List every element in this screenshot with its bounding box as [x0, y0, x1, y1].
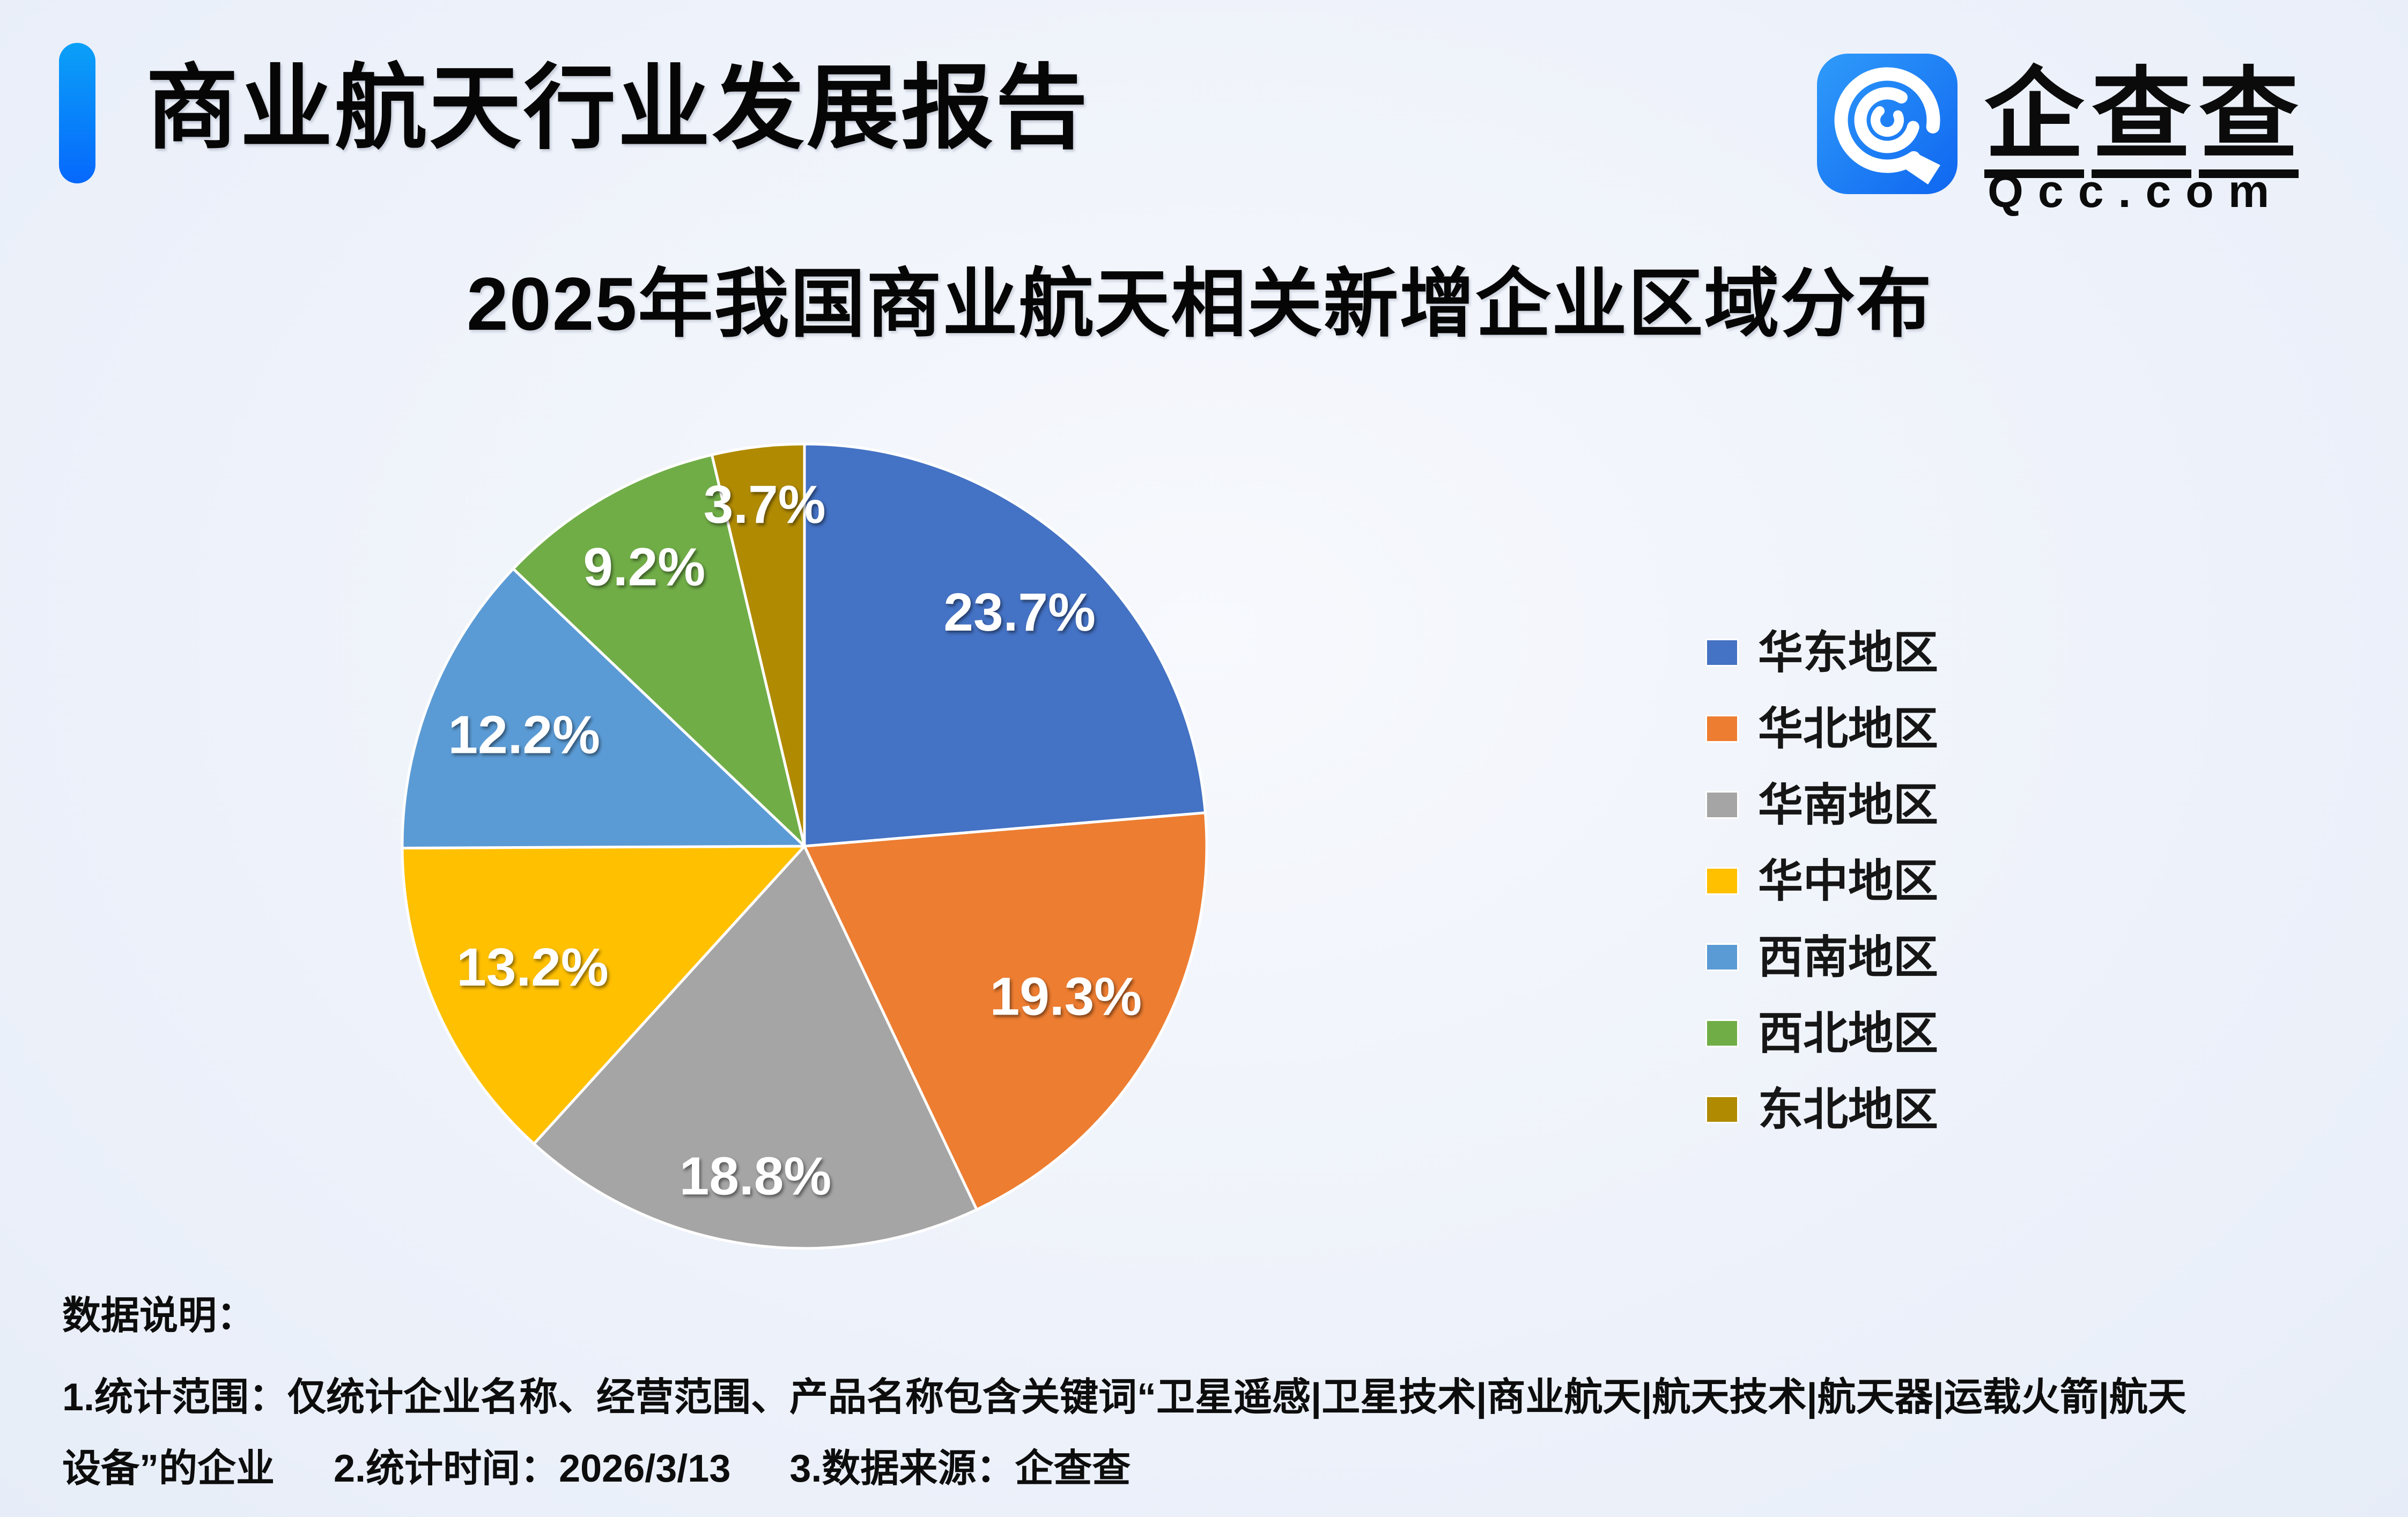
legend-swatch-4 [1705, 943, 1739, 971]
legend-swatch-1 [1705, 715, 1739, 743]
pie-slice-0 [803, 442, 1207, 848]
pie-slice-4 [401, 567, 806, 850]
note-item-2: 3.数据来源：企查查 [789, 1447, 1131, 1491]
legend-item-3: 华中地区 [1705, 843, 1938, 919]
pie-slice-3 [401, 845, 806, 1145]
legend-item-0: 华东地区 [1705, 615, 1938, 691]
qcc-logo-name: 企查查 [1984, 65, 2306, 178]
pie-slice-6 [710, 442, 806, 848]
legend-swatch-3 [1705, 867, 1739, 895]
title-accent-bar [59, 43, 95, 183]
page-title: 商业航天行业发展报告 [146, 57, 1090, 160]
legend-label-5: 西北地区 [1758, 1008, 1939, 1059]
pie-data-label-2: 18.8% [679, 1146, 832, 1207]
legend-item-1: 华北地区 [1705, 691, 1938, 767]
pie-slice-5 [512, 453, 806, 848]
legend-swatch-6 [1705, 1096, 1739, 1123]
pie-data-label-0: 23.7% [943, 582, 1096, 642]
note-item-1: 2.统计时间：2026/3/13 [334, 1447, 731, 1491]
legend-item-4: 西南地区 [1705, 919, 1938, 995]
pie-chart: 23.7% 19.3% 18.8% 13.2% 12.2% 9.2%3.7% [401, 442, 1208, 1250]
qcc-logo-domain: Qcc.com [1988, 166, 2284, 217]
legend-item-6: 东北地区 [1705, 1071, 1938, 1148]
qcc-logo-char-1: 查 [2092, 65, 2192, 178]
legend-label-0: 华东地区 [1758, 627, 1939, 678]
legend-label-6: 东北地区 [1758, 1084, 1939, 1135]
legend-swatch-0 [1705, 639, 1739, 667]
pie-data-label-4: 12.2% [448, 705, 600, 765]
pie-data-label-1: 19.3% [990, 967, 1142, 1027]
legend-item-5: 西北地区 [1705, 995, 1938, 1071]
qcc-logo-icon [1817, 54, 1958, 194]
pie-data-label-6: 3.7% [704, 475, 826, 535]
pie-slice-2 [533, 845, 978, 1250]
legend-label-3: 华中地区 [1758, 856, 1939, 906]
note-item-0: 1.统计范围：仅统计企业名称、经营范围、产品名称包含关键词“卫星遥感|卫星技术|… [62, 1376, 2187, 1491]
notes-heading: 数据说明： [62, 1294, 256, 1337]
legend-swatch-2 [1705, 791, 1739, 819]
qcc-logo-char-0: 企 [1984, 65, 2085, 178]
chart-title: 2025年我国商业航天相关新增企业区域分布 [467, 262, 1933, 346]
legend-label-1: 华北地区 [1758, 704, 1939, 754]
qcc-logo-char-2: 查 [2199, 65, 2299, 178]
qcc-logo-mark [1834, 67, 1940, 184]
notes-body: 1.统计范围：仅统计企业名称、经营范围、产品名称包含关键词“卫星遥感|卫星技术|… [62, 1362, 2224, 1505]
legend-label-4: 西南地区 [1758, 932, 1939, 982]
pie-slice-1 [803, 811, 1208, 1211]
pie-data-label-3: 13.2% [456, 937, 609, 997]
legend-label-2: 华南地区 [1758, 780, 1939, 830]
chart-legend: 华东地区华北地区华南地区华中地区西南地区西北地区东北地区 [1705, 615, 1938, 1148]
legend-swatch-5 [1705, 1019, 1739, 1047]
legend-item-2: 华南地区 [1705, 767, 1938, 843]
pie-data-label-5: 9.2% [583, 537, 705, 597]
